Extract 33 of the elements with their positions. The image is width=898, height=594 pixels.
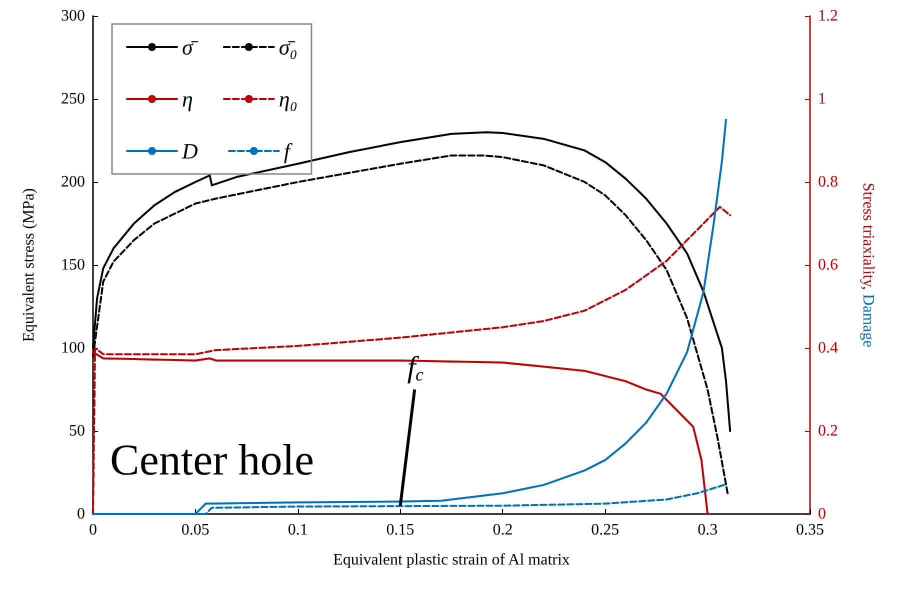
x-tick-label: 0 [89,522,97,538]
y-tick-label: 200 [61,174,85,190]
y2-tick-label: 0 [818,506,826,522]
legend-label: η [182,86,193,112]
legend-label: η₀ [278,86,298,112]
x-tick-label: 0.05 [181,522,210,538]
annotation: Center hole [110,436,314,484]
x-tick-label: 0.1 [288,522,308,538]
y-tick-label: 50 [69,422,85,440]
y2-tick-label: 0.4 [818,340,838,356]
x-axis-title: Equivalent plastic strain of Al matrix [333,552,570,568]
x-tick-label: 0.3 [698,522,718,538]
y-tick-label: 150 [61,256,85,274]
legend-label: D [181,138,198,164]
y-tick-label: 250 [61,90,85,108]
y-tick-label: 0 [77,506,85,522]
y2-tick-label: 1.2 [818,8,838,24]
x-tick-label: 0.15 [386,522,414,538]
legend-label: f [284,138,293,164]
y-tick-label: 300 [61,8,85,24]
y2-tick-label: 1 [818,90,826,108]
x-tick-label: 0.2 [492,522,513,538]
y-axis-title: Equivalent stress (MPa) [20,188,38,342]
legend-label: σ̄ [182,34,199,60]
line-series [92,206,732,515]
y-tick-label: 100 [61,340,85,356]
legend-label: σ̄₀ [278,34,298,60]
x-tick-label: 0.25 [591,522,620,538]
x-tick-label: 0.35 [796,522,824,538]
y2-tick-label: 0.2 [818,422,838,440]
y2-tick-label: 0.6 [818,256,838,274]
y2-tick-label: 0.8 [818,174,838,190]
y2-axis-title: Stress triaxiality, Damage [860,182,876,348]
